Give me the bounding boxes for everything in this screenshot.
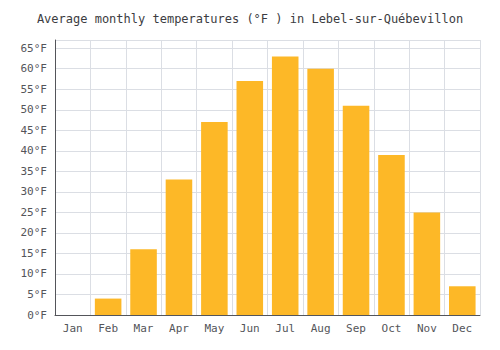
svg-text:Sep: Sep bbox=[346, 322, 366, 335]
svg-text:Average monthly temperatures (: Average monthly temperatures (°F ) in Le… bbox=[37, 12, 463, 26]
svg-text:Oct: Oct bbox=[382, 322, 402, 335]
svg-text:35°F: 35°F bbox=[21, 165, 48, 178]
svg-text:15°F: 15°F bbox=[21, 247, 48, 260]
svg-text:45°F: 45°F bbox=[21, 124, 48, 137]
svg-text:May: May bbox=[204, 322, 224, 335]
svg-text:Mar: Mar bbox=[134, 322, 154, 335]
svg-text:65°F: 65°F bbox=[21, 42, 48, 55]
svg-text:Apr: Apr bbox=[169, 322, 189, 335]
svg-text:Jun: Jun bbox=[240, 322, 260, 335]
svg-text:20°F: 20°F bbox=[21, 226, 48, 239]
svg-text:0°F: 0°F bbox=[27, 309, 47, 322]
svg-text:Jan: Jan bbox=[63, 322, 83, 335]
svg-text:Aug: Aug bbox=[311, 322, 331, 335]
svg-text:60°F: 60°F bbox=[21, 62, 48, 75]
svg-text:10°F: 10°F bbox=[21, 267, 48, 280]
svg-text:25°F: 25°F bbox=[21, 206, 48, 219]
svg-text:55°F: 55°F bbox=[21, 83, 48, 96]
svg-text:Feb: Feb bbox=[98, 322, 118, 335]
svg-text:40°F: 40°F bbox=[21, 144, 48, 157]
svg-text:Jul: Jul bbox=[275, 322, 295, 335]
svg-text:Dec: Dec bbox=[452, 322, 472, 335]
svg-text:30°F: 30°F bbox=[21, 185, 48, 198]
svg-text:50°F: 50°F bbox=[21, 103, 48, 116]
svg-text:5°F: 5°F bbox=[27, 288, 47, 301]
svg-text:Nov: Nov bbox=[417, 322, 437, 335]
